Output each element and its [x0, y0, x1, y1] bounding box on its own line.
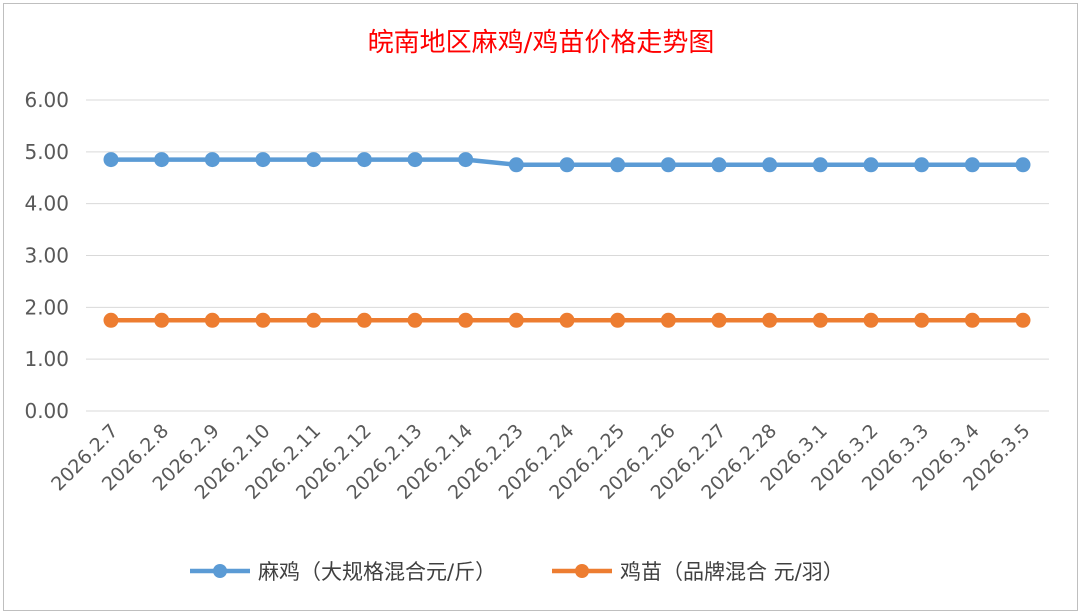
data-point: [1015, 312, 1031, 328]
data-point: [458, 152, 474, 168]
data-point: [914, 157, 930, 173]
legend-marker-1: [213, 564, 227, 578]
data-point: [914, 312, 930, 328]
data-point: [407, 312, 423, 328]
data-point: [103, 152, 119, 168]
data-point: [660, 157, 676, 173]
legend-marker-2: [575, 564, 589, 578]
gridlines: [86, 99, 1049, 412]
data-point: [559, 157, 575, 173]
y-tick-label: 1.00: [24, 347, 69, 371]
data-point: [762, 312, 778, 328]
y-tick-label: 5.00: [24, 140, 69, 164]
data-point: [306, 152, 322, 168]
data-point: [812, 157, 828, 173]
data-point: [711, 312, 727, 328]
y-tick-label: 0.00: [24, 399, 69, 423]
data-point: [610, 312, 626, 328]
data-point: [154, 312, 170, 328]
data-point: [356, 312, 372, 328]
y-tick-label: 3.00: [24, 244, 69, 268]
y-tick-label: 6.00: [24, 88, 69, 112]
data-point: [154, 152, 170, 168]
data-point: [863, 157, 879, 173]
data-point: [762, 157, 778, 173]
series-group: [103, 152, 1031, 328]
data-point: [204, 152, 220, 168]
y-axis: 0.00 1.00 2.00 3.00 4.00 5.00 6.00: [24, 88, 69, 423]
x-axis: 2026.2.72026.2.82026.2.92026.2.102026.2.…: [47, 420, 1034, 504]
y-tick-label: 2.00: [24, 295, 69, 319]
data-point: [559, 312, 575, 328]
data-point: [1015, 157, 1031, 173]
y-tick-label: 4.00: [24, 192, 69, 216]
legend-label-2: 鸡苗（品牌混合 元/羽）: [620, 560, 844, 584]
legend: 麻鸡（大规格混合元/斤） 鸡苗（品牌混合 元/羽）: [190, 560, 844, 584]
data-point: [711, 157, 727, 173]
data-point: [508, 157, 524, 173]
data-point: [964, 312, 980, 328]
chart-title: 皖南地区麻鸡/鸡苗价格走势图: [368, 28, 715, 58]
data-point: [204, 312, 220, 328]
data-point: [356, 152, 372, 168]
data-point: [306, 312, 322, 328]
data-point: [103, 312, 119, 328]
data-point: [863, 312, 879, 328]
legend-label-1: 麻鸡（大规格混合元/斤）: [258, 560, 496, 584]
data-point: [458, 312, 474, 328]
data-point: [508, 312, 524, 328]
data-point: [610, 157, 626, 173]
data-point: [964, 157, 980, 173]
data-point: [812, 312, 828, 328]
data-point: [407, 152, 423, 168]
data-point: [660, 312, 676, 328]
data-point: [255, 312, 271, 328]
data-point: [255, 152, 271, 168]
